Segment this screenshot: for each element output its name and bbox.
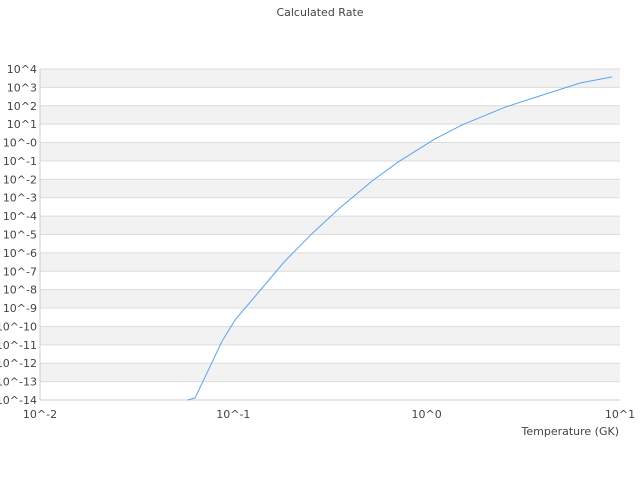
grid-band xyxy=(40,197,620,217)
grid-band xyxy=(40,234,620,253)
y-tick-label: 10^-1 xyxy=(3,155,37,168)
chart-title: Calculated Rate xyxy=(276,6,363,19)
y-tick-label: 10^-3 xyxy=(3,192,37,205)
grid-band xyxy=(40,105,620,125)
y-tick-label: 10^-2 xyxy=(3,173,37,186)
grid-band xyxy=(40,271,620,290)
grid-band xyxy=(40,252,620,272)
y-tick-label: 10^4 xyxy=(7,63,37,76)
grid-band xyxy=(40,179,620,198)
grid-band xyxy=(40,87,620,106)
grid-band xyxy=(40,69,620,88)
grid-bands xyxy=(40,68,620,400)
x-axis-label: Temperature (GK) xyxy=(521,425,620,438)
y-tick-label: 10^-14 xyxy=(0,394,37,407)
x-axis-ticks: 10^-2 10^-1 10^0 10^1 xyxy=(23,408,635,421)
grid-band xyxy=(40,363,620,382)
grid-band xyxy=(40,142,620,161)
grid-band xyxy=(40,124,620,143)
grid-band xyxy=(40,289,620,309)
y-tick-label: 10^-12 xyxy=(0,357,37,370)
y-tick-label: 10^-0 xyxy=(3,137,37,150)
y-tick-label: 10^-9 xyxy=(3,302,37,315)
grid-band xyxy=(40,308,620,327)
x-tick-label: 10^-2 xyxy=(23,408,57,421)
grid-band xyxy=(40,381,620,400)
y-tick-label: 10^-8 xyxy=(3,284,37,297)
x-tick-label: 10^1 xyxy=(605,408,635,421)
y-tick-label: 10^-6 xyxy=(3,247,37,260)
y-tick-label: 10^-4 xyxy=(3,210,37,223)
y-tick-label: 10^1 xyxy=(7,118,37,131)
series-line xyxy=(187,76,613,401)
grid-band xyxy=(40,216,620,235)
x-tick-label: 10^-1 xyxy=(216,408,250,421)
grid-band xyxy=(40,326,620,345)
y-tick-label: 10^-13 xyxy=(0,376,37,389)
y-tick-label: 10^-5 xyxy=(3,229,37,242)
grid-band xyxy=(40,160,620,180)
x-tick-label: 10^0 xyxy=(412,408,442,421)
y-tick-label: 10^2 xyxy=(7,100,37,113)
y-axis-ticks: 10^4 10^3 10^2 10^1 10^-0 10^-1 10^-2 10^-3 10^-… xyxy=(0,63,37,407)
y-tick-label: 10^-7 xyxy=(3,265,37,278)
y-tick-label: 10^-10 xyxy=(0,320,37,333)
y-tick-label: 10^3 xyxy=(7,81,37,94)
y-tick-label: 10^-11 xyxy=(0,339,37,352)
grid-band xyxy=(40,344,620,364)
